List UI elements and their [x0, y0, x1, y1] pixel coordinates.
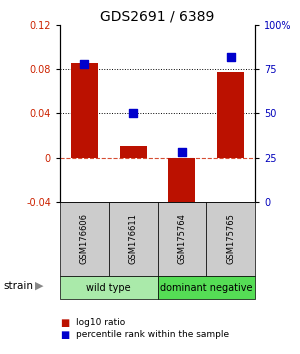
Bar: [169, 158, 195, 215]
Point: [228, 54, 233, 59]
Text: strain: strain: [3, 281, 33, 291]
Bar: [206, 202, 255, 276]
Point: [82, 61, 87, 67]
Bar: [60, 276, 158, 299]
Bar: [120, 147, 146, 158]
Text: GSM176606: GSM176606: [80, 213, 89, 264]
Bar: [71, 63, 98, 158]
Bar: [217, 72, 244, 158]
Text: wild type: wild type: [86, 282, 131, 293]
Text: GSM176611: GSM176611: [129, 213, 138, 264]
Bar: [158, 202, 206, 276]
Bar: [109, 202, 158, 276]
Text: log10 ratio: log10 ratio: [76, 318, 126, 327]
Text: ■: ■: [60, 318, 69, 328]
Text: ■: ■: [60, 330, 69, 339]
Point: [179, 149, 184, 155]
Text: GSM175765: GSM175765: [226, 213, 235, 264]
Text: ▶: ▶: [34, 281, 43, 291]
Point: [131, 110, 136, 116]
Text: percentile rank within the sample: percentile rank within the sample: [76, 330, 230, 339]
Bar: [60, 202, 109, 276]
Title: GDS2691 / 6389: GDS2691 / 6389: [100, 10, 215, 24]
Text: GSM175764: GSM175764: [177, 213, 186, 264]
Bar: [158, 276, 255, 299]
Text: dominant negative: dominant negative: [160, 282, 253, 293]
